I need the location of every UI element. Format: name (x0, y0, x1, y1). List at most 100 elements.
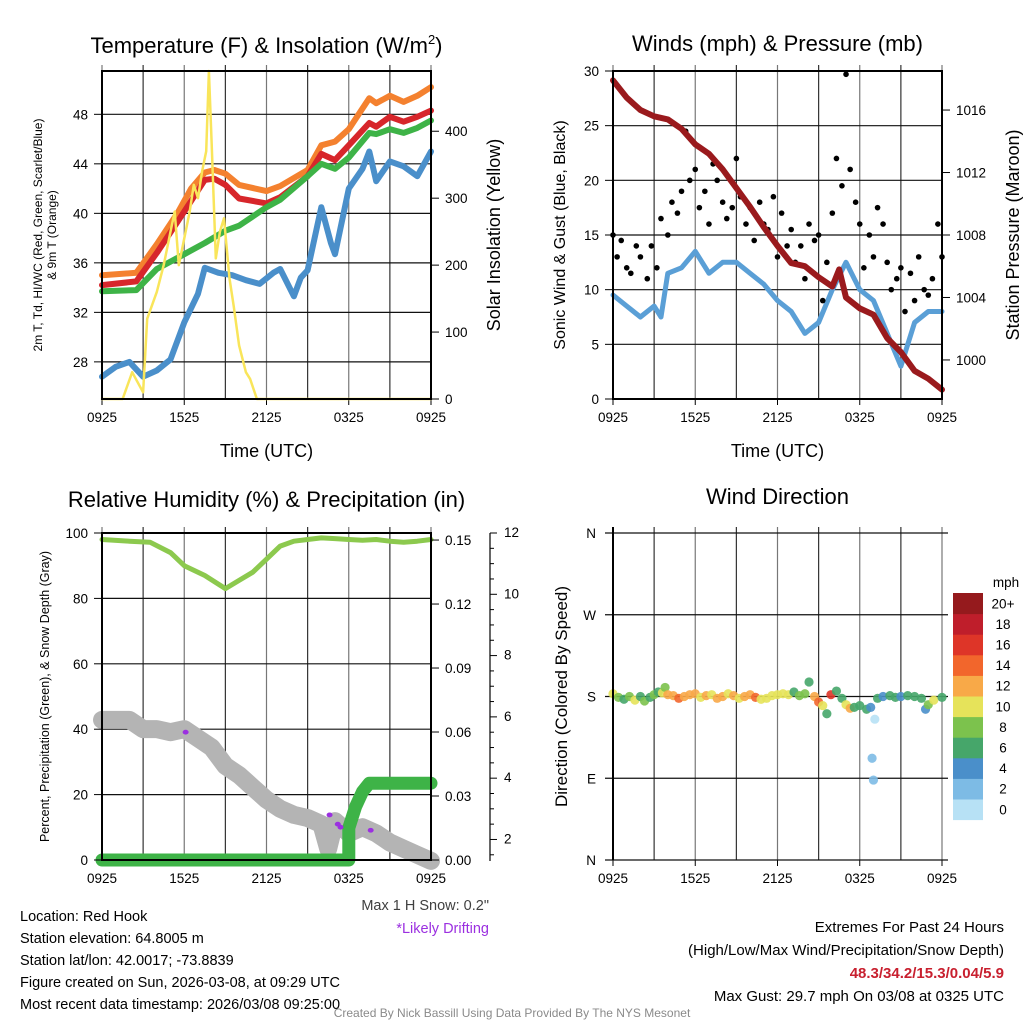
y-tick-label-right: 0.06 (445, 725, 471, 740)
gust-point (696, 204, 703, 211)
gust-point (847, 166, 853, 173)
colorbar-swatch (953, 799, 983, 821)
y-tick-label: 20 (73, 788, 88, 803)
chart-title: Relative Humidity (%) & Precipitation (i… (68, 487, 465, 512)
series-precipitation (95, 776, 438, 867)
latlon-text: Station lat/lon: 42.0017; -73.8839 (20, 953, 234, 969)
x-tick-label: 0925 (416, 410, 446, 425)
max-gust-text: Max Gust: 29.7 mph On 03/08 at 0325 UTC (713, 988, 1004, 1005)
humidity-chart: 0925 1525 2125 0325 0925 0 20 40 60 80 100 0.00 0.03… (38, 487, 519, 886)
extremes-panel: Extremes For Past 24 Hours (High/Low/Max… (688, 916, 1004, 1008)
y-tick-label-right: 200 (445, 258, 468, 273)
snow-tick-label: 8 (504, 648, 512, 663)
x-tick-label: 1525 (169, 871, 199, 886)
direction-point (870, 714, 880, 724)
direction-point (800, 689, 810, 699)
gust-point (815, 232, 822, 238)
y-axis-label-right: Station Pressure (Maroon) (1003, 129, 1023, 340)
direction-point (867, 753, 877, 763)
colorbar-label: 12 (995, 679, 1010, 694)
gust-point (644, 275, 651, 282)
colorbar-swatch (953, 696, 983, 718)
gust-point (888, 286, 895, 293)
x-tick-label: 2125 (762, 871, 792, 886)
y-tick-label-right: 0 (445, 392, 453, 407)
series-t9m (99, 84, 434, 279)
gust-point (811, 237, 818, 244)
direction-point (916, 693, 927, 703)
x-tick-label: 0325 (845, 410, 875, 425)
x-tick-label: 2125 (251, 410, 281, 425)
gust-point (911, 297, 918, 304)
x-tick-label: 0925 (927, 410, 957, 425)
colorbar-swatch (953, 613, 983, 635)
direction-point (896, 691, 906, 702)
gust-point (723, 215, 730, 222)
x-tick-label: 2125 (251, 871, 281, 886)
x-tick-label: 0925 (598, 410, 628, 425)
gust-point (648, 243, 655, 249)
y-axis-label: Percent, Precipitation (Green), & Snow D… (38, 551, 52, 842)
y-tick-label: 10 (584, 283, 599, 298)
gust-point (902, 308, 908, 315)
y-tick-label: 36 (73, 256, 88, 271)
gust-point (674, 210, 681, 216)
direction-point (868, 775, 879, 785)
colorbar-swatch (953, 675, 983, 697)
y-tick-label: 44 (73, 157, 89, 172)
y-tick-label-right: 1016 (956, 103, 986, 118)
gust-point (702, 188, 708, 195)
gust-point (686, 177, 693, 184)
x-tick-label: 1525 (680, 871, 710, 886)
series-rh (99, 535, 434, 592)
gust-point (784, 243, 790, 249)
x-tick-label: 0925 (598, 871, 628, 886)
plot-border (101, 532, 432, 861)
x-tick-label: 2125 (762, 410, 792, 425)
colorbar-label: 20+ (992, 596, 1015, 611)
colorbar-label: 4 (999, 761, 1007, 776)
direction-point (822, 709, 832, 719)
y-tick-label: N (586, 526, 596, 541)
drift-point (337, 824, 344, 830)
gust-point (839, 183, 845, 189)
colorbar-swatch (953, 757, 983, 779)
direction-point (818, 700, 828, 711)
gust-point (729, 204, 736, 211)
colorbar-label: 16 (995, 638, 1010, 653)
y-tick-label-right: 1012 (956, 166, 986, 181)
y-tick-label: 40 (73, 206, 88, 221)
gust-point (788, 226, 795, 233)
gust-point (778, 210, 785, 216)
y-tick-label-right: 100 (445, 325, 468, 340)
gust-point (915, 254, 922, 260)
chart-title: Temperature (F) & Insolation (W/m2) (91, 32, 443, 58)
gust-point (819, 297, 826, 304)
gust-point (714, 177, 720, 184)
gust-point (866, 232, 873, 238)
location-text: Location: Red Hook (20, 909, 148, 925)
y-tick-label: 100 (65, 526, 88, 541)
direction-point (855, 700, 865, 711)
gust-point (802, 275, 808, 282)
snow-tick-label: 6 (504, 709, 512, 724)
x-axis-label: Time (UTC) (731, 441, 824, 461)
extremes-subtitle: (High/Low/Max Wind/Precipitation/Snow De… (688, 942, 1004, 959)
x-tick-label: 0325 (334, 871, 364, 886)
gust-point (935, 221, 941, 227)
extremes-title: Extremes For Past 24 Hours (814, 919, 1004, 936)
gust-point (770, 193, 777, 200)
series-snow-depth (93, 710, 440, 870)
y-tick-label: 30 (584, 64, 599, 79)
gust-point (614, 254, 620, 260)
station-info: Location: Red Hook Station elevation: 64… (20, 906, 340, 1016)
gust-point (921, 286, 927, 293)
colorbar-swatch (953, 654, 983, 676)
colorbar-swatch (953, 778, 983, 800)
direction-point (878, 691, 888, 702)
y-tick-label: 25 (584, 119, 599, 134)
y-tick-label-right: 0.12 (445, 597, 471, 612)
series-insolation (100, 69, 433, 401)
x-tick-label: 0925 (416, 871, 446, 886)
